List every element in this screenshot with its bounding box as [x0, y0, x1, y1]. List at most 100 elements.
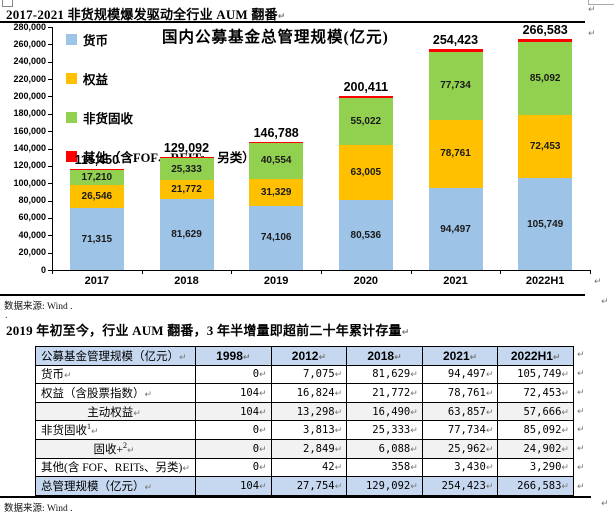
bar-segment — [249, 142, 304, 144]
legend-swatch-icon — [66, 72, 77, 84]
bar-segment: 105,749 — [518, 178, 573, 270]
section1-title-text: 2017-2021 非货规模爆发驱动全行业 AUM 翻番 — [6, 7, 278, 22]
value-cell: 24,902↵ — [497, 438, 574, 459]
bar-segment: 55,022 — [338, 97, 393, 146]
cell-return-mark: ↵ — [561, 426, 569, 437]
y-axis-tick-label: 200,000 — [13, 90, 46, 101]
row-label: 货币↵ — [35, 364, 196, 385]
bar-total-label: 129,092 — [163, 140, 210, 155]
bar-segment-value-label: 78,761 — [440, 148, 471, 160]
y-axis-tick-label: 0 — [40, 264, 46, 275]
cell-return-mark: ↵ — [179, 352, 187, 363]
table-row: 货币↵ 0↵ 7,075↵ 81,629↵ 94,497↵ 105,749↵ — [35, 364, 574, 385]
cell-return-mark: ↵ — [334, 388, 343, 399]
table-header-year: 2012↵ — [270, 346, 348, 366]
paragraph-return-mark: ↵ — [277, 12, 286, 22]
data-source-note: 数据来源: Wind . — [4, 504, 73, 514]
horizontal-rule — [0, 294, 585, 296]
bar-segment — [428, 49, 483, 53]
row-label: 固收+2↵ — [35, 438, 196, 459]
y-axis-tick-label: 100,000 — [13, 177, 46, 188]
bar-segment: 85,092 — [518, 41, 573, 116]
cell-return-mark: ↵ — [561, 388, 569, 399]
cell-return-mark: ↵ — [318, 352, 327, 363]
paragraph-return-mark: ↵ — [594, 277, 602, 287]
bar-total-label: 266,583 — [522, 22, 568, 37]
bar-total-label: 115,450 — [74, 152, 120, 167]
cell-return-mark: ↵ — [410, 370, 418, 381]
table-row: 非货固收1↵ 0↵ 3,813↵ 25,333↵ 77,734↵ 85,092↵ — [35, 420, 574, 440]
section2-title-text: 2019 年初至今，行业 AUM 翻番，3 年半增量即超前二十年累计存量 — [6, 323, 402, 338]
legend-item: 权益 — [66, 71, 255, 87]
bar-total-label: 254,423 — [432, 33, 479, 48]
x-axis-category-label: 2022H1 — [525, 275, 565, 287]
value-cell: 358↵ — [346, 457, 423, 478]
value-cell: 85,092↵ — [497, 420, 574, 440]
value-cell: 2,849↵ — [270, 438, 348, 459]
cell-return-mark: ↵ — [126, 445, 135, 456]
row-return-mark: ↵ — [577, 425, 585, 436]
bar-segment: 81,629 — [159, 199, 214, 270]
cell-return-mark: ↵ — [259, 481, 267, 492]
value-cell: 81,629↵ — [346, 364, 423, 385]
empty-paragraph-mark: . — [5, 310, 8, 321]
table-row: 其他(含 FOF、REITs、另类)↵ 0↵ 42↵ 358↵ 3,430↵ 3,290↵ — [35, 457, 574, 478]
x-axis-category-label: 2020 — [353, 275, 379, 287]
legend-label: 权益 — [83, 72, 109, 87]
footnote-superscript: 1 — [87, 422, 91, 432]
value-cell: 0↵ — [195, 420, 272, 440]
cell-return-mark: ↵ — [144, 389, 153, 400]
y-axis-tick-label: 220,000 — [13, 73, 46, 84]
y-axis-tick — [48, 200, 52, 202]
bar-segment-value-label: 72,453 — [529, 141, 561, 153]
cell-return-mark: ↵ — [334, 370, 343, 381]
value-cell: 63,857↵ — [421, 401, 499, 422]
bar-segment: 25,333 — [159, 158, 214, 181]
bar-segment: 63,005 — [338, 145, 393, 201]
row-return-mark: ↵ — [577, 387, 585, 398]
bar-segment-value-label: 81,629 — [171, 229, 202, 241]
bar-segment: 71,315 — [69, 208, 124, 270]
cell-return-mark: ↵ — [561, 463, 569, 474]
data-source-note: 数据来源: Wind . — [4, 302, 73, 312]
chart-title: 国内公募基金总管理规模(亿元) — [162, 29, 389, 46]
value-cell: 27,754↵ — [270, 476, 348, 496]
cell-return-mark: ↵ — [394, 352, 402, 363]
paragraph-return-mark: ↵ — [588, 5, 596, 15]
bar-segment — [338, 96, 393, 98]
cell-return-mark: ↵ — [552, 352, 561, 363]
y-axis-tick-label: 180,000 — [13, 108, 46, 119]
y-axis-tick — [48, 27, 52, 28]
value-cell: 25,333↵ — [346, 420, 423, 440]
y-axis-tick — [48, 44, 52, 46]
row-return-mark: ↵ — [577, 444, 585, 455]
cell-return-mark: ↵ — [334, 463, 343, 474]
section1-title: 2017-2021 非货规模爆发驱动全行业 AUM 翻番↵ — [6, 4, 285, 23]
y-axis-tick — [48, 131, 52, 133]
bar-segment: 72,453 — [518, 115, 573, 179]
bar-segment-value-label: 31,329 — [260, 186, 292, 198]
bar-segment-value-label: 71,315 — [81, 233, 113, 245]
value-cell: 104↵ — [195, 383, 272, 403]
legend-item: 货币 — [66, 32, 255, 48]
value-cell: 0↵ — [195, 364, 272, 385]
row-label: 非货固收1↵ — [35, 420, 196, 440]
row-return-mark: ↵ — [577, 350, 585, 361]
stacked-bar: 74,106 31,329 40,554 — [249, 142, 304, 270]
cell-return-mark: ↵ — [561, 481, 569, 492]
value-cell: 21,772↵ — [346, 383, 423, 403]
bar-segment: 31,329 — [249, 178, 304, 206]
cell-return-mark: ↵ — [334, 444, 343, 455]
value-cell: 104↵ — [195, 401, 272, 422]
cell-return-mark: ↵ — [485, 370, 494, 381]
cell-return-mark: ↵ — [242, 352, 251, 363]
y-axis-tick — [48, 183, 52, 185]
table-header-label: 公募基金管理规模（亿元）↵ — [35, 346, 196, 366]
y-axis-tick — [48, 96, 52, 98]
value-cell: 266,583↵ — [497, 476, 574, 496]
bar-segment: 21,772 — [159, 180, 214, 200]
legend-label: 非货固收 — [83, 111, 134, 126]
row-return-mark: ↵ — [577, 369, 585, 380]
cell-return-mark: ↵ — [485, 407, 494, 418]
x-axis-category-label: 2019 — [263, 275, 289, 287]
